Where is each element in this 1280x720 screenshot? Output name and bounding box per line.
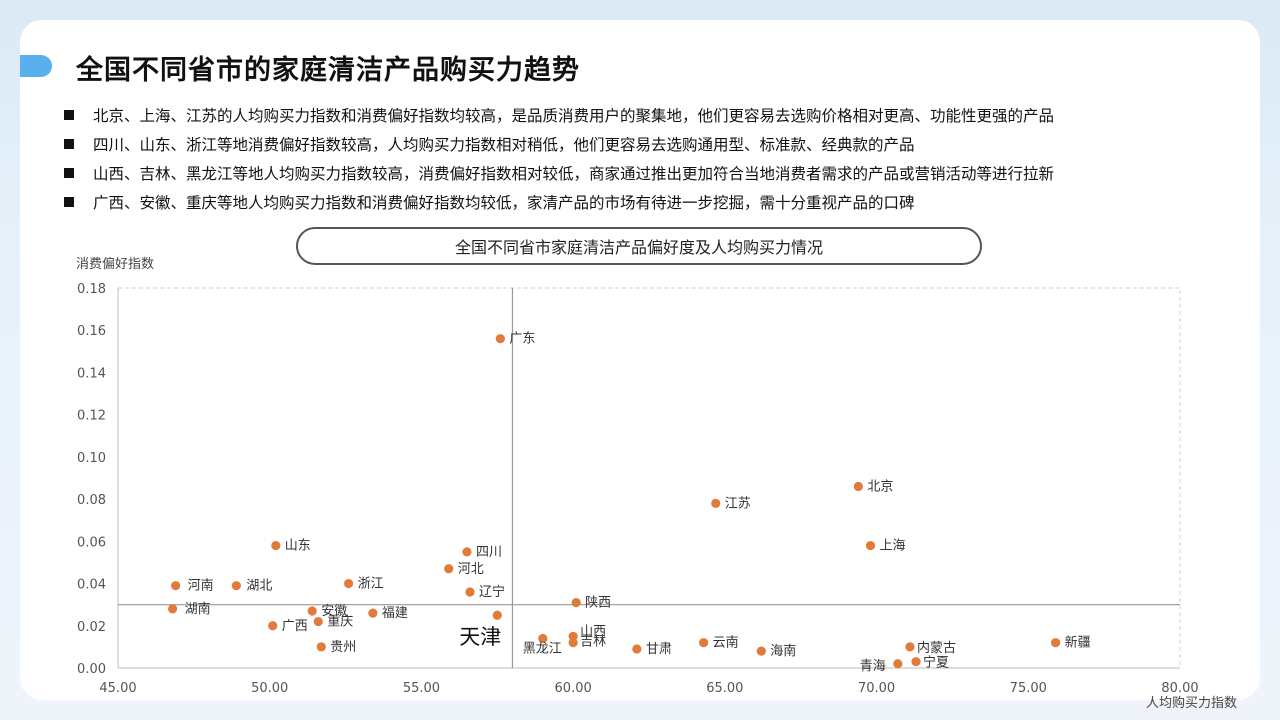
point-label: 云南 bbox=[713, 635, 739, 651]
bullet-item: 北京、上海、江苏的人均购买力指数和消费偏好指数均较高，是品质消费用户的聚集地，他… bbox=[62, 100, 1252, 129]
plot-border bbox=[117, 287, 1181, 669]
point-label: 浙江 bbox=[358, 577, 384, 592]
point-label: 山东 bbox=[285, 539, 311, 554]
data-point bbox=[465, 587, 475, 597]
data-point bbox=[231, 581, 241, 591]
point-label: 黑龙江 bbox=[523, 641, 562, 656]
point-label: 甘肃 bbox=[646, 642, 672, 657]
y-tick-label: 0.18 bbox=[77, 282, 106, 297]
point-label: 重庆 bbox=[327, 614, 353, 630]
bullet-text: 北京、上海、江苏的人均购买力指数和消费偏好指数均较高，是品质消费用户的聚集地，他… bbox=[93, 106, 1055, 125]
y-tick-label: 0.12 bbox=[77, 409, 106, 424]
title-accent-tab bbox=[20, 55, 52, 77]
point-label: 江苏 bbox=[725, 495, 751, 511]
point-label: 湖南 bbox=[185, 601, 211, 617]
data-point bbox=[905, 642, 915, 652]
data-point bbox=[711, 498, 721, 508]
point-label: 宁夏 bbox=[923, 655, 949, 671]
data-point bbox=[865, 540, 876, 551]
square-bullet-icon bbox=[64, 138, 74, 149]
bullet-text: 四川、山东、浙江等地消费偏好指数较高，人均购买力指数相对稍低，他们更容易去选购通… bbox=[93, 135, 915, 154]
bullet-text: 山西、吉林、黑龙江等地人均购买力指数较高，消费偏好指数相对较低，商家通过推出更加… bbox=[93, 164, 1055, 183]
point-label: 海南 bbox=[770, 643, 796, 659]
y-tick-label: 0.02 bbox=[77, 620, 106, 635]
data-point bbox=[344, 578, 354, 589]
data-point bbox=[316, 642, 326, 652]
content-card bbox=[20, 20, 1260, 700]
data-point bbox=[271, 540, 281, 551]
point-label: 河南 bbox=[188, 578, 214, 594]
bullet-list: 北京、上海、江苏的人均购买力指数和消费偏好指数均较高，是品质消费用户的聚集地，他… bbox=[62, 100, 1252, 216]
data-point bbox=[853, 481, 863, 492]
y-tick-label: 0.04 bbox=[77, 578, 106, 593]
y-tick-label: 0.16 bbox=[77, 324, 106, 339]
square-bullet-icon bbox=[64, 167, 74, 178]
point-label: 内蒙古 bbox=[917, 640, 956, 656]
square-bullet-icon bbox=[64, 196, 74, 207]
data-point bbox=[495, 334, 505, 344]
data-point bbox=[632, 644, 642, 654]
y-tick-label: 0.14 bbox=[77, 366, 106, 381]
bullet-item: 四川、山东、浙江等地消费偏好指数较高，人均购买力指数相对稍低，他们更容易去选购通… bbox=[62, 129, 1252, 158]
bullet-text: 广西、安徽、重庆等地人均购买力指数和消费偏好指数均较低，家清产品的市场有待进一步… bbox=[93, 193, 915, 212]
data-point bbox=[313, 616, 323, 627]
point-label: 湖北 bbox=[246, 579, 272, 594]
point-label: 吉林 bbox=[580, 635, 606, 650]
x-tick-label: 75.00 bbox=[1010, 681, 1047, 696]
point-label: 广东 bbox=[509, 332, 535, 347]
data-point bbox=[538, 633, 548, 644]
data-point bbox=[168, 604, 178, 614]
x-axis-title: 人均购买力指数 bbox=[1146, 695, 1237, 711]
point-label: 四川 bbox=[476, 545, 502, 560]
data-point bbox=[568, 631, 578, 641]
y-tick-label: 0.08 bbox=[77, 493, 106, 508]
data-point bbox=[307, 606, 317, 616]
data-point bbox=[492, 610, 502, 620]
point-label: 上海 bbox=[880, 539, 906, 554]
data-point bbox=[756, 646, 766, 656]
point-label: 辽宁 bbox=[479, 584, 505, 600]
x-tick-label: 55.00 bbox=[403, 681, 440, 696]
chart-title: 全国不同省市家庭清洁产品偏好度及人均购买力情况 bbox=[296, 227, 982, 265]
point-label: 新疆 bbox=[1065, 635, 1091, 651]
data-point bbox=[444, 564, 454, 574]
data-point bbox=[911, 657, 921, 667]
x-tick-label: 50.00 bbox=[251, 681, 288, 696]
data-point bbox=[893, 659, 903, 669]
bullet-item: 山西、吉林、黑龙江等地人均购买力指数较高，消费偏好指数相对较低，商家通过推出更加… bbox=[62, 158, 1252, 187]
data-point bbox=[571, 597, 581, 608]
x-tick-label: 80.00 bbox=[1161, 681, 1198, 696]
bullet-item: 广西、安徽、重庆等地人均购买力指数和消费偏好指数均较低，家清产品的市场有待进一步… bbox=[62, 187, 1252, 216]
data-point bbox=[462, 547, 472, 557]
x-tick-label: 45.00 bbox=[99, 681, 136, 696]
point-label: 青海 bbox=[860, 659, 886, 674]
x-tick-label: 65.00 bbox=[706, 681, 743, 696]
page-title: 全国不同省市的家庭清洁产品购买力趋势 bbox=[76, 55, 580, 86]
x-tick-label: 60.00 bbox=[555, 681, 592, 696]
data-point bbox=[268, 621, 278, 631]
point-label: 河北 bbox=[458, 562, 484, 577]
x-tick-label: 70.00 bbox=[858, 681, 895, 696]
y-axis-title: 消费偏好指数 bbox=[76, 257, 154, 272]
data-point bbox=[368, 608, 378, 618]
point-label: 广西 bbox=[282, 619, 308, 634]
point-label: 山西 bbox=[580, 624, 606, 639]
point-label: 北京 bbox=[867, 479, 893, 494]
point-label: 贵州 bbox=[330, 640, 356, 655]
square-bullet-icon bbox=[64, 109, 74, 120]
y-tick-label: 0.00 bbox=[77, 662, 106, 677]
point-label: 陕西 bbox=[585, 596, 611, 611]
point-label: 福建 bbox=[382, 606, 408, 621]
point-label: 天津 bbox=[459, 625, 501, 649]
point-label: 安徽 bbox=[321, 604, 347, 619]
y-tick-label: 0.06 bbox=[77, 535, 106, 550]
data-point bbox=[1050, 638, 1061, 648]
data-point bbox=[171, 581, 181, 591]
data-point bbox=[699, 638, 709, 648]
data-point bbox=[568, 638, 578, 648]
y-tick-label: 0.10 bbox=[77, 451, 106, 466]
